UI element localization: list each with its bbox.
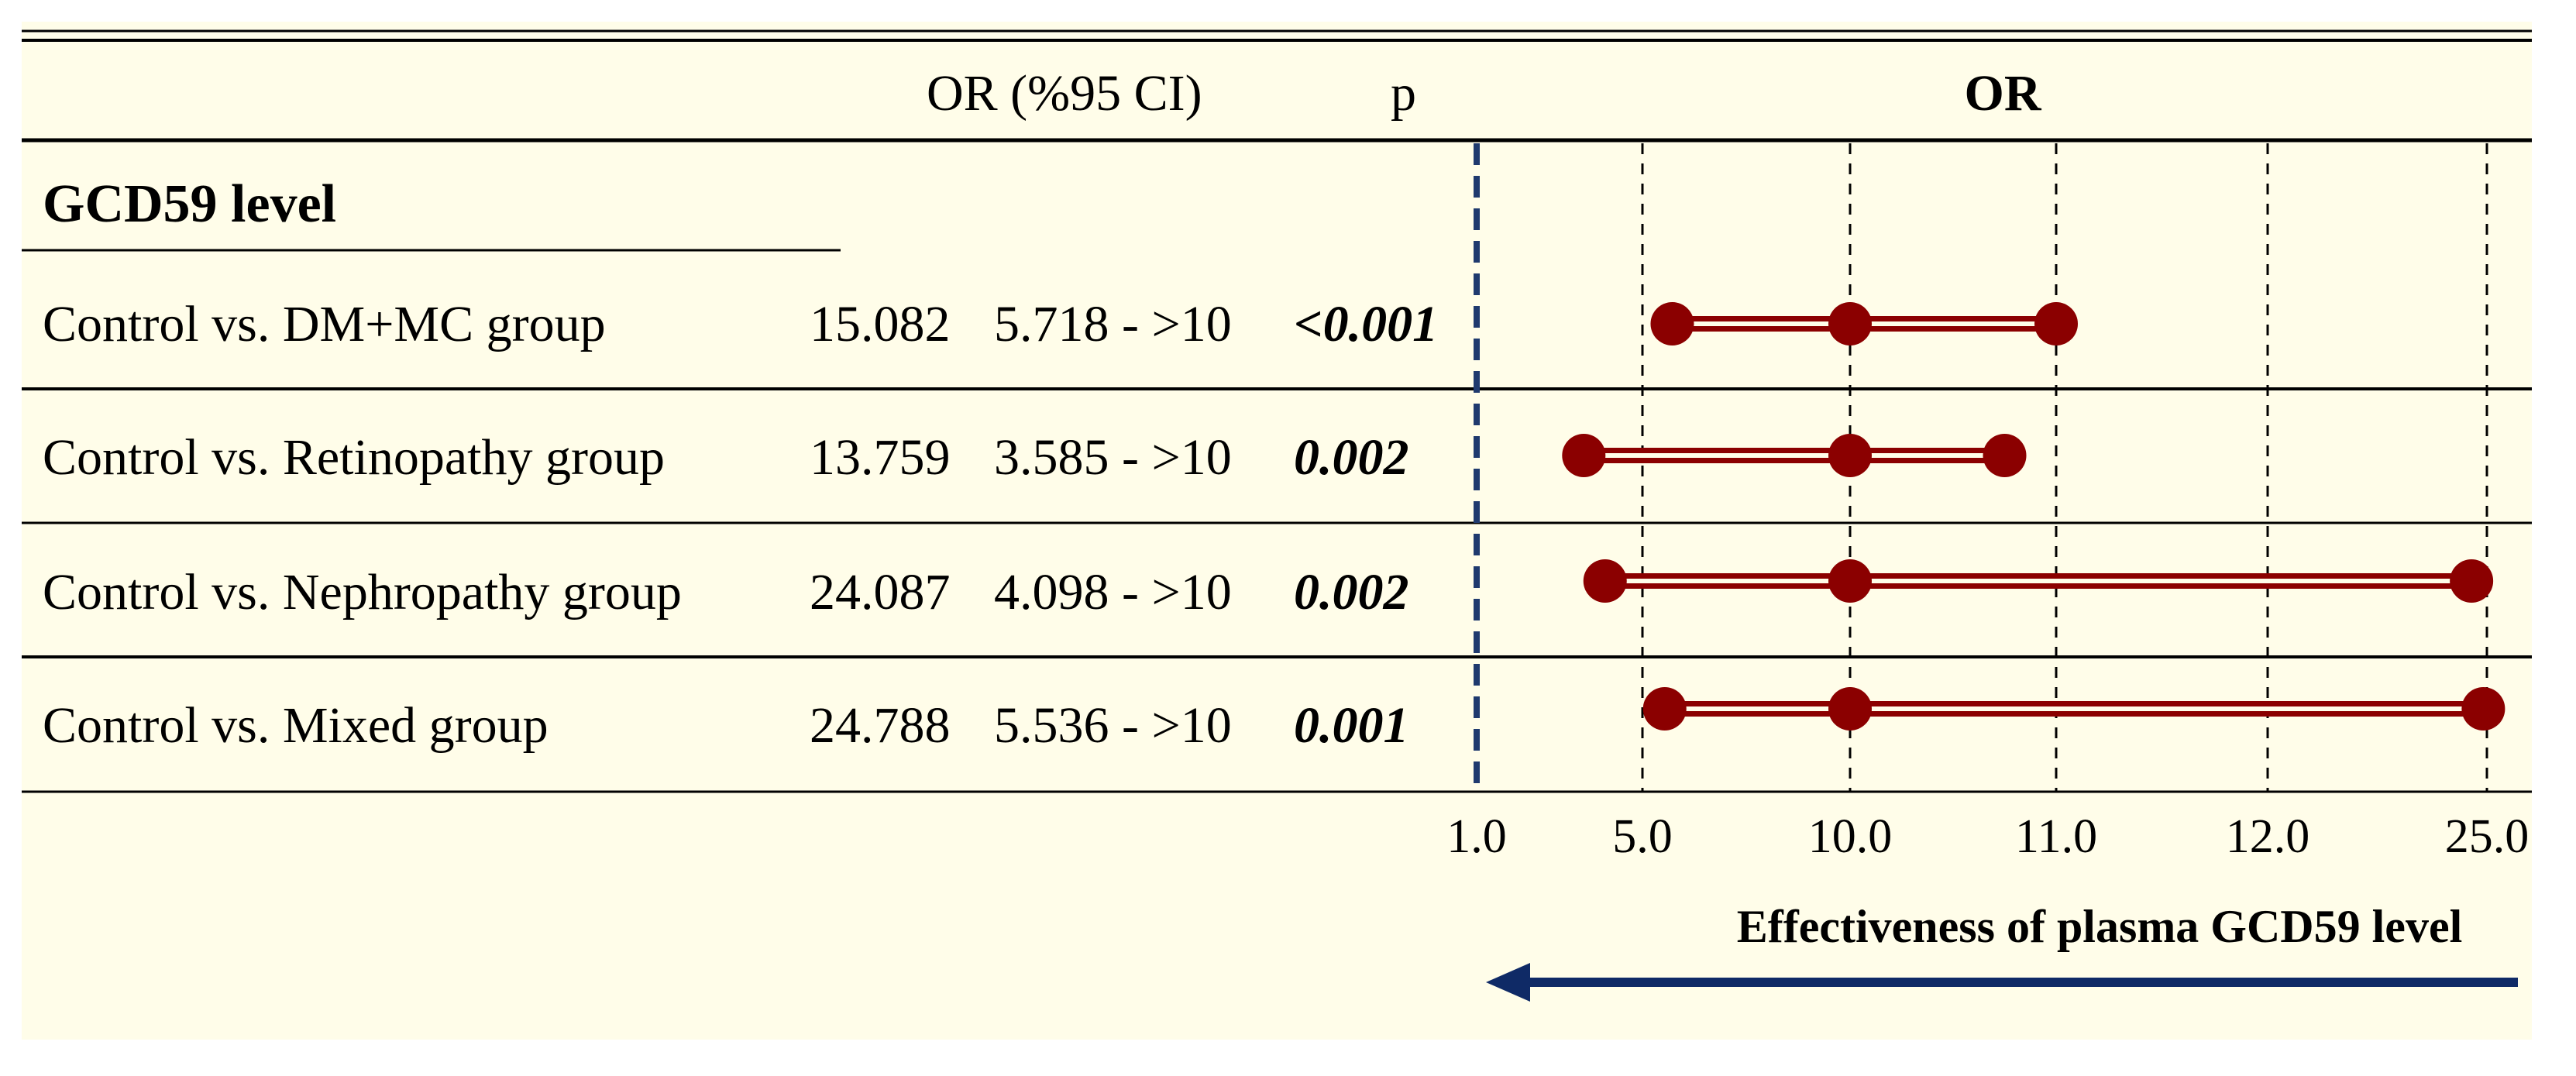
row-or: 13.759	[810, 429, 951, 486]
ci-lower-point	[1650, 302, 1694, 345]
row-or: 24.788	[810, 697, 951, 754]
table-row: Control vs. DM+MC group 15.082 5.718 - >…	[43, 296, 1438, 352]
interval-layer	[1562, 302, 2505, 731]
figure-background	[22, 22, 2532, 1040]
or-point	[1828, 434, 1872, 477]
row-label: Control vs. Retinopathy group	[43, 429, 665, 486]
ci-line-inner	[1584, 453, 2005, 458]
row-ci: 5.718 - >10	[994, 296, 1232, 352]
row-label: Control vs. Nephropathy group	[43, 564, 682, 621]
row-ci: 3.585 - >10	[994, 429, 1232, 486]
ci-lower-point	[1562, 434, 1606, 477]
row-ci: 4.098 - >10	[994, 564, 1232, 621]
direction-arrow-head	[1486, 963, 1530, 1002]
x-tick-label: 25.0	[2445, 810, 2530, 863]
group-title: GCD59 level	[43, 174, 336, 234]
row-p-value: 0.002	[1294, 564, 1409, 621]
row-or: 24.087	[810, 564, 951, 621]
interval-row	[1642, 687, 2505, 731]
interval-row	[1562, 434, 2027, 477]
x-tick-label: 1.0	[1446, 810, 1507, 863]
ci-upper-point	[1983, 434, 2027, 477]
row-label: Control vs. DM+MC group	[43, 296, 606, 352]
row-p-value: 0.001	[1294, 697, 1409, 754]
ci-line-inner	[1664, 706, 2484, 711]
table-row: Control vs. Nephropathy group 24.087 4.0…	[43, 564, 1409, 621]
row-label: Control vs. Mixed group	[43, 697, 549, 754]
x-tick-label: 11.0	[2015, 810, 2097, 863]
header-or-ci: OR (%95 CI)	[927, 65, 1202, 122]
x-tick-label: 12.0	[2226, 810, 2310, 863]
or-point	[1828, 687, 1872, 731]
interval-row	[1650, 302, 2078, 345]
table-row: Control vs. Mixed group 24.788 5.536 - >…	[43, 697, 1409, 754]
x-tick-label: 5.0	[1612, 810, 1673, 863]
or-point	[1828, 302, 1872, 345]
ci-upper-point	[2034, 302, 2078, 345]
ci-lower-point	[1642, 687, 1687, 731]
row-p-value: 0.002	[1294, 429, 1409, 486]
x-tick-labels: 1.0 5.0 10.0 11.0 12.0 25.0	[1446, 810, 2529, 863]
ci-upper-point	[2450, 559, 2494, 603]
row-p-value: <0.001	[1294, 296, 1438, 352]
header-plot-title: OR	[1965, 65, 2042, 122]
row-or: 15.082	[810, 296, 951, 352]
table-row: Control vs. Retinopathy group 13.759 3.5…	[43, 429, 1409, 486]
x-tick-label: 10.0	[1808, 810, 1893, 863]
x-axis-title: Effectiveness of plasma GCD59 level	[1737, 901, 2463, 952]
header-p: p	[1391, 65, 1416, 122]
ci-lower-point	[1583, 559, 1627, 603]
interval-row	[1583, 559, 2494, 603]
row-ci: 5.536 - >10	[994, 697, 1232, 754]
ci-upper-point	[2461, 687, 2505, 731]
or-point	[1828, 559, 1872, 603]
ci-line-inner	[1604, 579, 2472, 583]
